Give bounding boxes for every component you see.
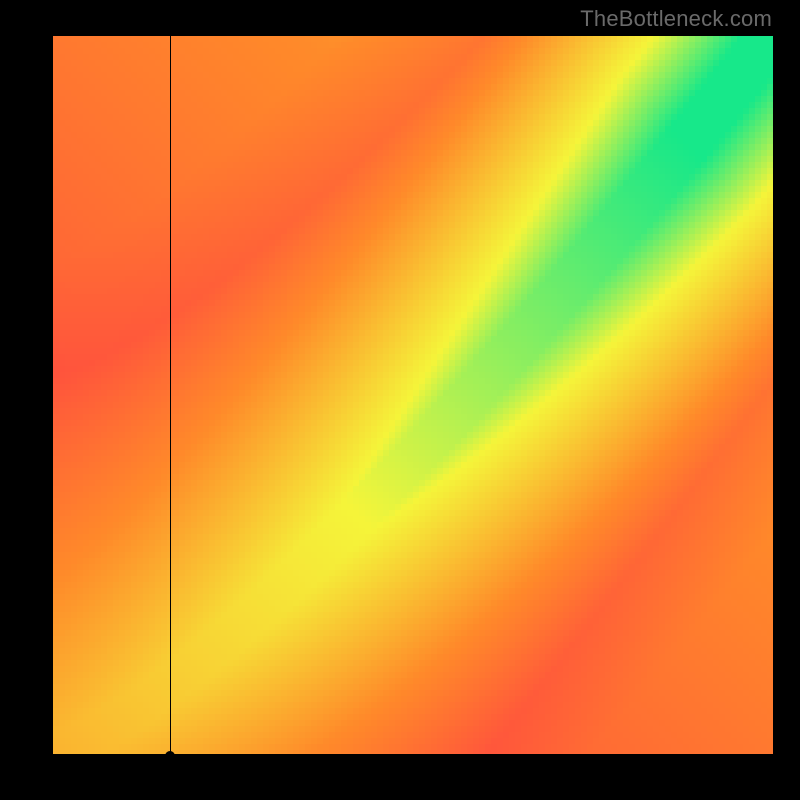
vertical-guide-line — [170, 36, 171, 756]
bottleneck-heatmap — [53, 36, 773, 756]
watermark-label: TheBottleneck.com — [580, 6, 772, 32]
horizontal-axis-line — [51, 754, 775, 756]
marker-dot — [165, 751, 175, 761]
